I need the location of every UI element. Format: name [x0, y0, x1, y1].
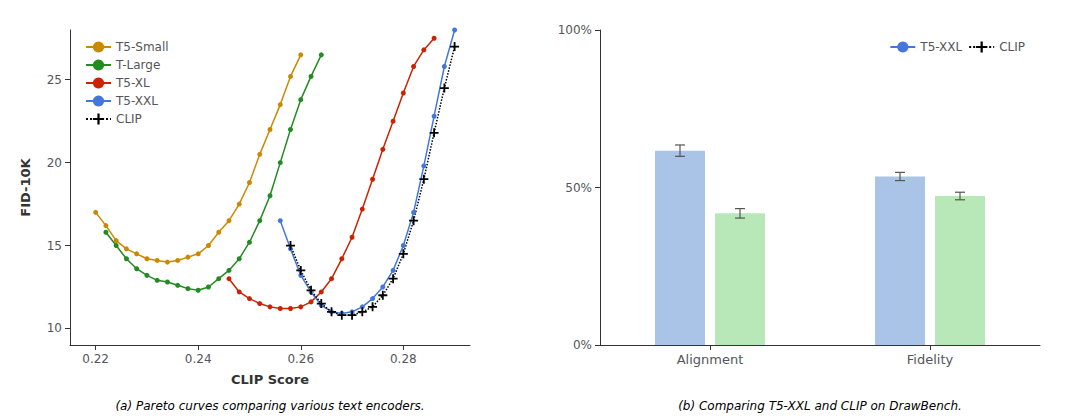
- svg-text:10: 10: [47, 321, 62, 335]
- svg-text:T5-XL: T5-XL: [115, 76, 150, 90]
- svg-text:0.26: 0.26: [287, 352, 314, 366]
- svg-text:20: 20: [47, 156, 62, 170]
- svg-text:FID-10K: FID-10K: [18, 157, 33, 216]
- svg-text:(a) Pareto curves comparing va: (a) Pareto curves comparing various text…: [115, 399, 424, 413]
- svg-text:T5-XXL: T5-XXL: [115, 94, 158, 108]
- svg-text:CLIP: CLIP: [999, 40, 1025, 54]
- svg-text:T5-Small: T5-Small: [115, 40, 169, 54]
- svg-text:50%: 50%: [565, 181, 592, 195]
- svg-text:Fidelity: Fidelity: [907, 352, 954, 367]
- svg-text:(b) Comparing T5-XXL and CLIP: (b) Comparing T5-XXL and CLIP on DrawBen…: [678, 399, 962, 413]
- svg-text:CLIP: CLIP: [116, 112, 142, 126]
- svg-text:0%: 0%: [573, 338, 592, 352]
- svg-text:T5-XXL: T5-XXL: [919, 40, 962, 54]
- svg-text:15: 15: [47, 239, 62, 253]
- svg-text:25: 25: [47, 73, 62, 87]
- svg-text:100%: 100%: [558, 23, 592, 37]
- svg-text:CLIP Score: CLIP Score: [231, 372, 309, 387]
- svg-text:0.22: 0.22: [82, 352, 109, 366]
- svg-text:Alignment: Alignment: [677, 352, 744, 367]
- svg-text:0.28: 0.28: [390, 352, 417, 366]
- svg-text:0.24: 0.24: [185, 352, 212, 366]
- svg-text:T-Large: T-Large: [115, 58, 160, 72]
